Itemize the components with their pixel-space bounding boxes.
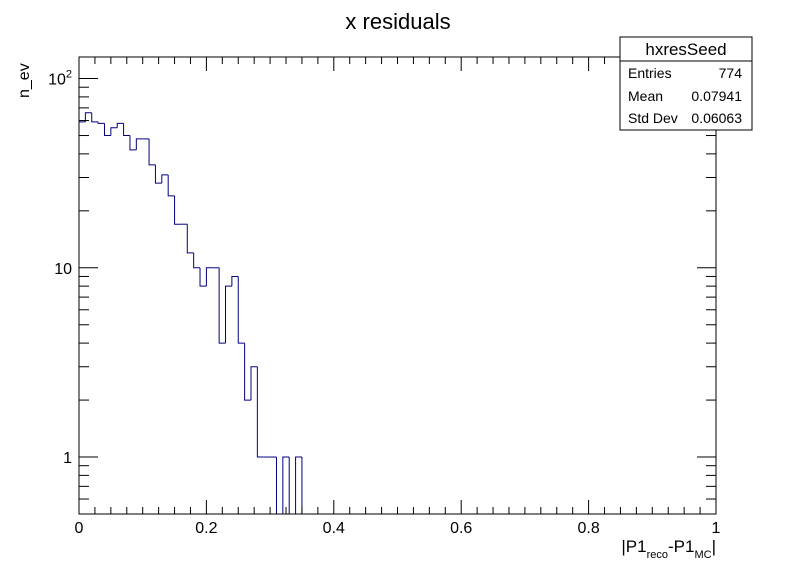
- histogram-bin: [161, 174, 169, 184]
- histogram-bin: [84, 112, 92, 122]
- histogram-bin: [91, 112, 99, 123]
- x-axis-label-sub-reco: reco: [647, 549, 668, 561]
- histogram-bin: [167, 174, 175, 197]
- y-tick-label: 102: [48, 69, 72, 89]
- stats-stddev-value: 0.06063: [691, 110, 742, 126]
- histogram-bin: [193, 252, 201, 269]
- histogram-bin: [135, 138, 143, 150]
- stats-box-title: hxresSeed: [645, 40, 726, 59]
- x-axis-ticks: 0 0.2 0.4 0.6 0.8 1: [75, 57, 721, 537]
- x-tick-label: 0.4: [323, 520, 345, 537]
- plot-frame: [78, 56, 717, 515]
- histogram-bin: [225, 285, 232, 344]
- histogram-bin: [205, 267, 213, 287]
- stats-box-frame: [619, 36, 753, 131]
- histogram-bin: [295, 456, 302, 514]
- x-axis-label-close: |: [712, 537, 716, 556]
- stats-box: hxresSeed Entries 774 Mean 0.07941 Std D…: [619, 36, 753, 131]
- histogram-bin: [97, 121, 105, 124]
- stats-entries-label: Entries: [628, 65, 672, 81]
- x-tick-label: 0: [75, 520, 84, 537]
- y-axis-label: n_ev: [16, 63, 33, 98]
- y-tick-label: 1: [63, 450, 72, 467]
- x-tick-label: 0.8: [577, 520, 599, 537]
- y-axis-ticks: 1 10 102: [48, 69, 716, 515]
- histogram-bin: [186, 224, 194, 254]
- histogram-bin: [174, 195, 181, 225]
- histogram-bin: [231, 275, 239, 287]
- histogram-bin: [256, 366, 264, 458]
- histogram-bin: [282, 456, 290, 514]
- stats-entries-value: 774: [719, 65, 743, 81]
- x-axis-label-sub-mc: MC: [694, 549, 711, 561]
- histogram-bin: [148, 138, 156, 166]
- histogram-bin: [110, 127, 118, 136]
- histogram-bin: [103, 123, 111, 137]
- x-tick-label: 0.2: [195, 520, 217, 537]
- x-tick-label: 0.6: [450, 520, 472, 537]
- histogram-bin: [237, 276, 245, 344]
- stats-mean-label: Mean: [628, 88, 663, 104]
- y-tick-label: 10: [54, 261, 72, 278]
- histogram-bin: [250, 366, 258, 401]
- x-tick-label: 1: [712, 520, 721, 537]
- histogram-bin: [129, 135, 137, 151]
- x-axis-label: |P1reco-P1MC|: [621, 537, 716, 561]
- histogram-bin: [116, 122, 124, 128]
- x-axis-label-open: |P1: [621, 537, 646, 556]
- x-axis-label-mid: -P1: [668, 537, 694, 556]
- stats-mean-value: 0.07941: [691, 88, 742, 104]
- stats-stddev-label: Std Dev: [628, 110, 678, 126]
- histogram-bin: [154, 164, 162, 184]
- histogram-bin: [244, 343, 251, 401]
- chart-title: x residuals: [345, 9, 450, 34]
- histogram-bin: [199, 267, 207, 287]
- histogram-bin: [123, 123, 130, 137]
- histogram-bin: [218, 267, 226, 344]
